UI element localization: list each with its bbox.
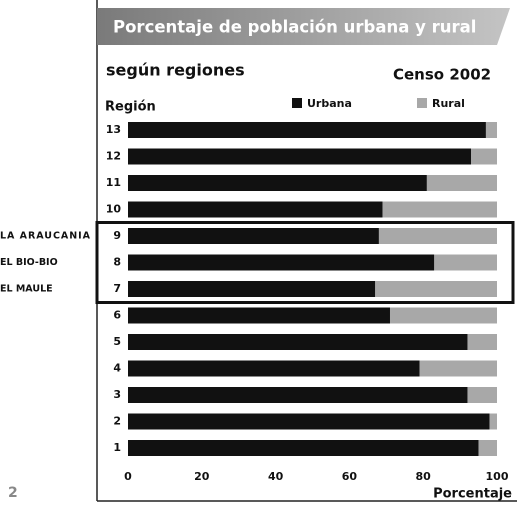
y-tick-label: 12: [106, 150, 121, 163]
bar-segment: [128, 307, 390, 324]
y-tick-label: 8: [113, 256, 121, 269]
bar-segment: [467, 334, 497, 350]
legend-swatch: [292, 98, 302, 108]
y-tick-label: 6: [113, 309, 121, 322]
bar-segment: [128, 440, 479, 456]
annotation: EL BIO-BIO: [0, 257, 58, 268]
chart-title: Porcentaje de población urbana y rural: [113, 18, 476, 37]
bar-segment: [378, 228, 497, 244]
y-axis-label: Región: [105, 100, 156, 115]
y-tick-label: 7: [113, 282, 121, 295]
bar-segment: [128, 281, 376, 297]
bar-segment: [128, 413, 490, 430]
bar-segment: [128, 122, 486, 138]
y-tick-label: 2: [113, 415, 121, 428]
bar-segment: [434, 254, 497, 271]
y-tick-label: 11: [106, 176, 121, 189]
y-tick-label: 9: [113, 229, 121, 242]
y-tick-label: 4: [113, 362, 121, 375]
bar-segment: [478, 440, 497, 456]
y-tick-label: 10: [106, 203, 122, 216]
bar-segment: [419, 360, 497, 377]
bar-segment: [128, 228, 379, 244]
y-tick-label: 1: [113, 441, 121, 454]
page-number: 2: [8, 485, 18, 501]
annotation: LA ARAUCANIA: [0, 231, 91, 242]
census-label: Censo 2002: [393, 66, 491, 84]
bar-segment: [467, 387, 497, 403]
bar-segment: [128, 201, 383, 218]
bar-segment: [389, 307, 497, 324]
bar-segment: [485, 122, 497, 138]
highlight-box: [95, 221, 515, 304]
header-band: [97, 8, 510, 45]
bar-segment: [489, 413, 497, 430]
bar-segment: [471, 148, 497, 165]
bar-segment: [128, 254, 435, 271]
chart-subtitle: según regiones: [106, 61, 245, 80]
y-tick-label: 13: [106, 123, 121, 136]
x-tick-label: 40: [268, 470, 284, 483]
legend-label: Urbana: [307, 97, 352, 110]
legend-label: Rural: [432, 97, 465, 110]
x-tick-label: 80: [416, 470, 432, 483]
bar-segment: [128, 334, 468, 350]
annotation: EL MAULE: [0, 284, 53, 295]
bar-segment: [128, 148, 472, 165]
y-tick-label: 5: [113, 335, 121, 348]
bar-segment: [128, 387, 468, 403]
bar-segment: [128, 360, 420, 377]
bar-segment: [382, 201, 497, 218]
y-tick-label: 3: [113, 388, 121, 401]
x-tick-label: 60: [342, 470, 358, 483]
x-tick-label: 0: [124, 470, 132, 483]
bar-segment: [375, 281, 497, 297]
bar-segment: [128, 175, 427, 191]
x-axis-label: Porcentaje: [433, 487, 512, 502]
x-tick-label: 20: [194, 470, 210, 483]
bar-segment: [426, 175, 497, 191]
x-tick-label: 100: [486, 470, 509, 483]
legend-swatch: [417, 98, 427, 108]
